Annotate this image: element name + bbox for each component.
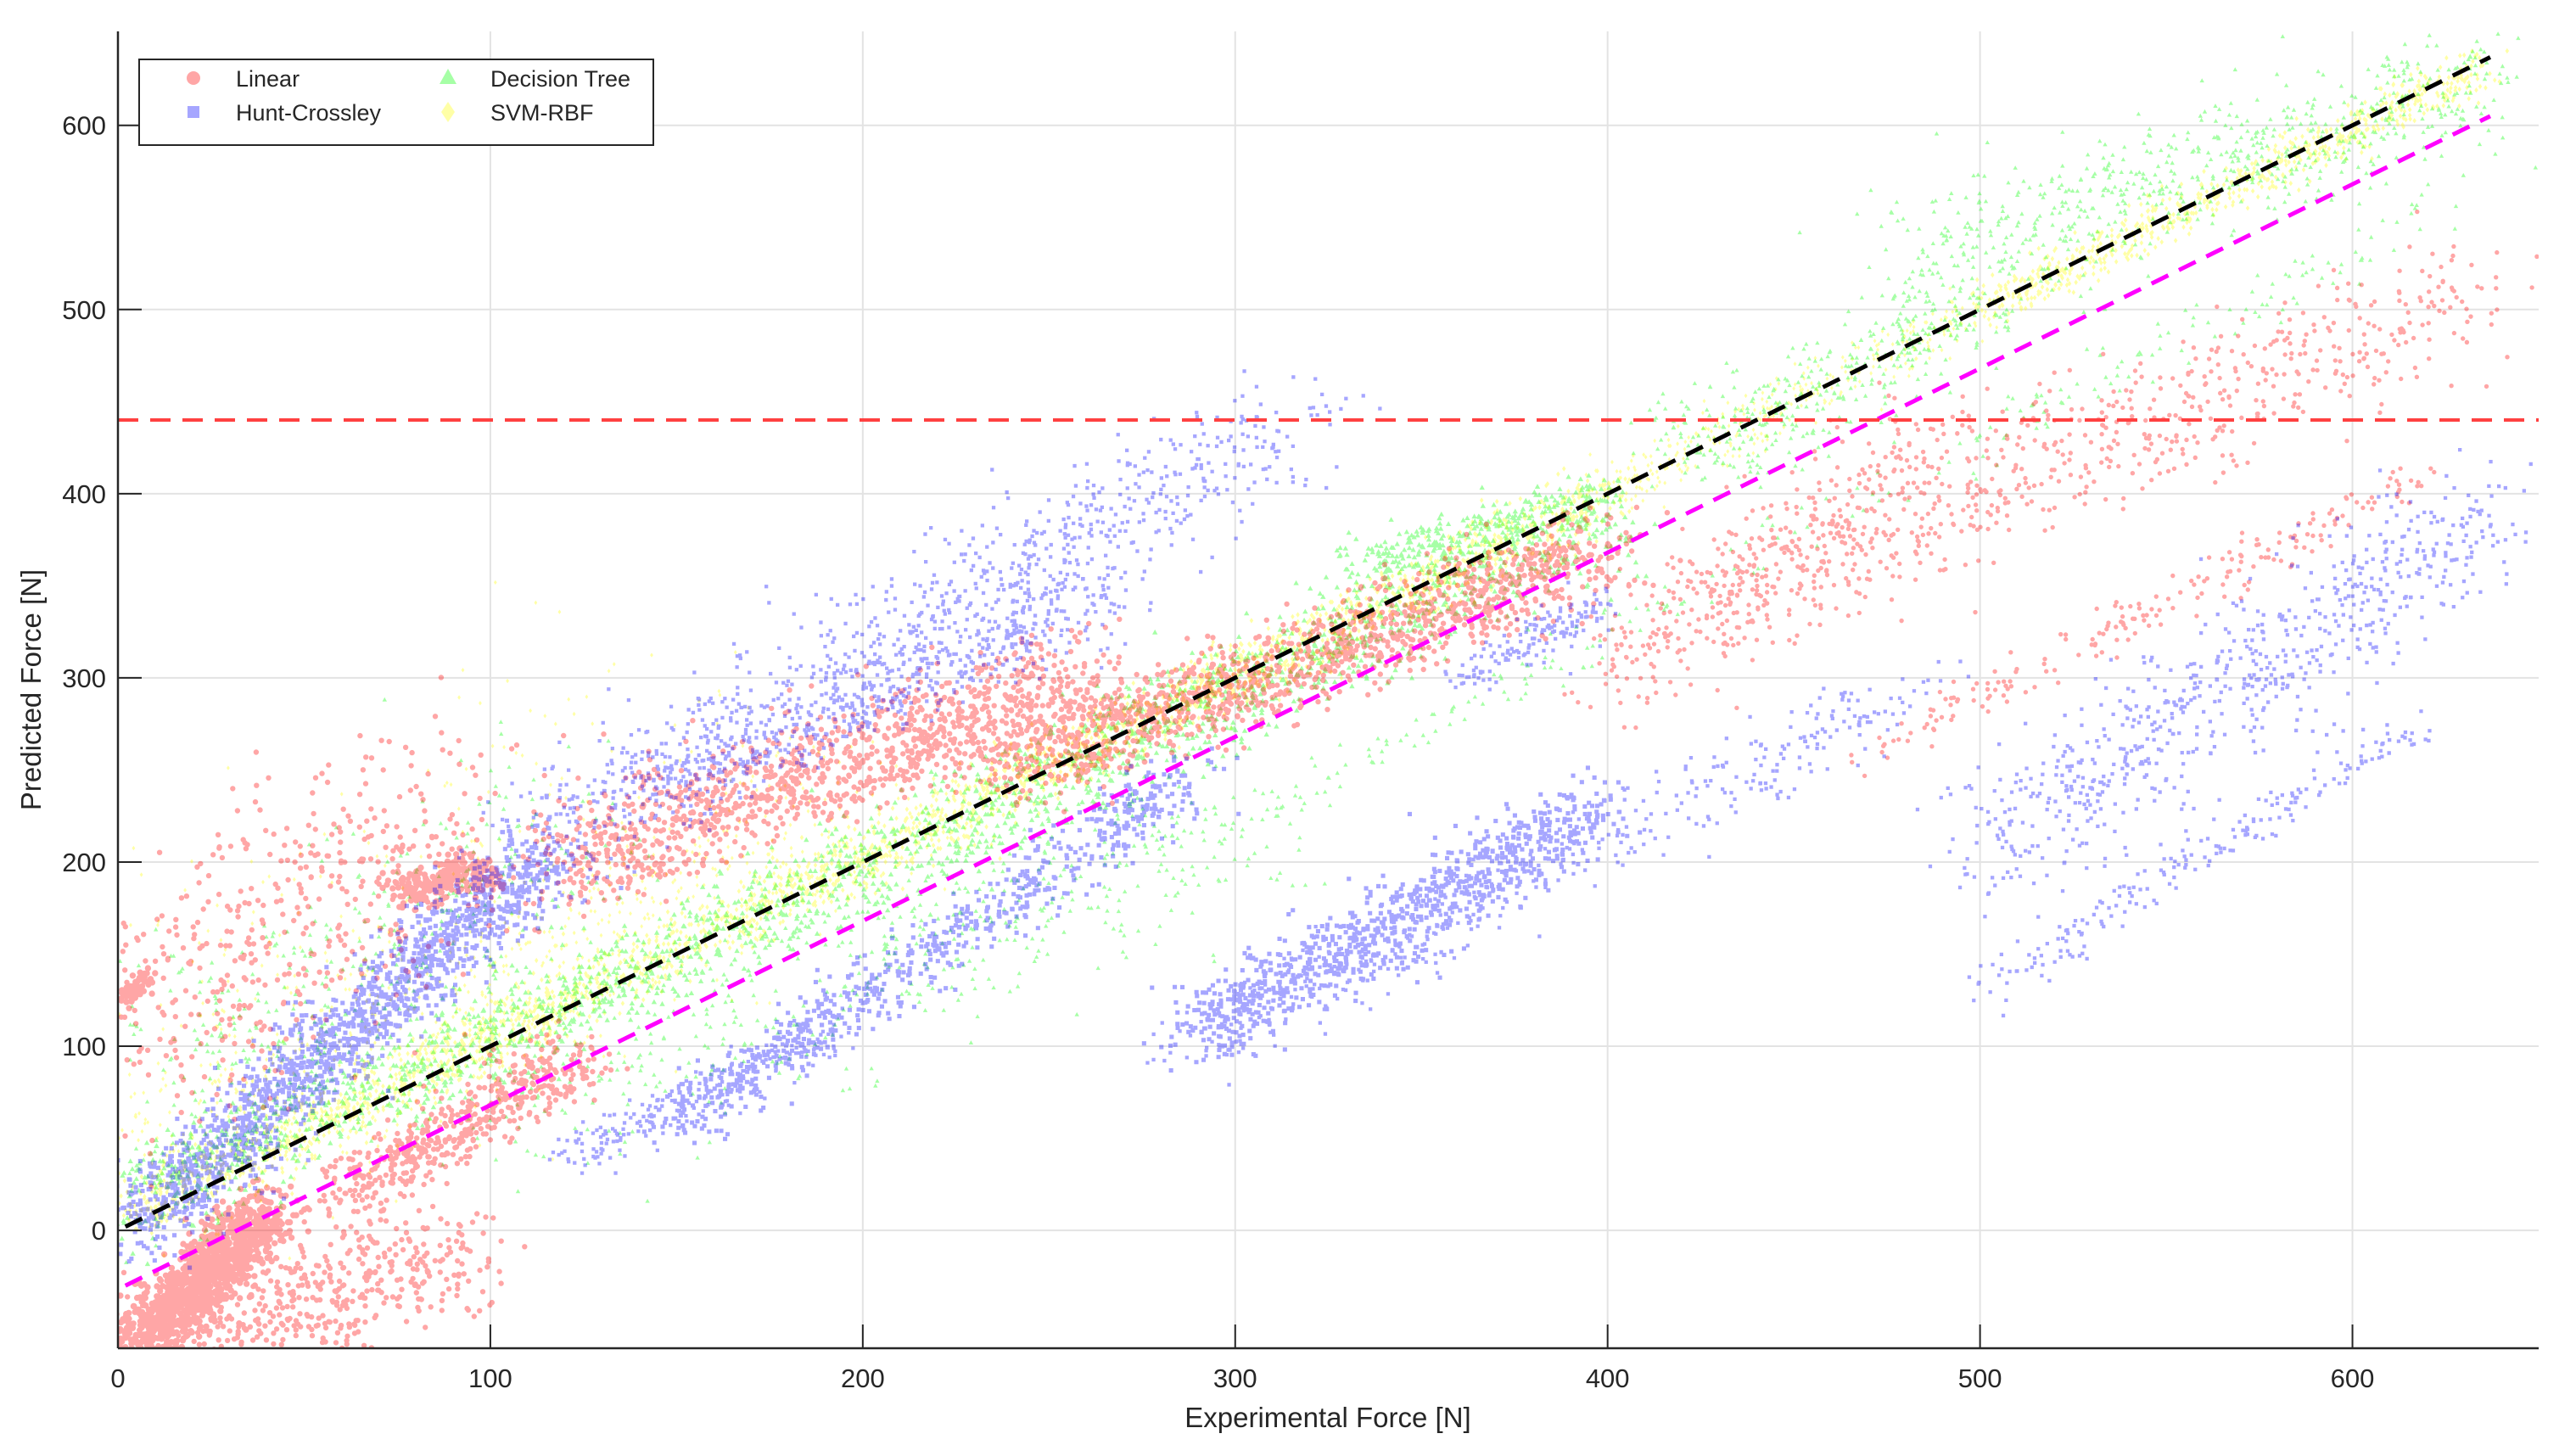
scatter-points <box>118 31 2539 1348</box>
reference-line <box>124 55 2492 1229</box>
legend-label: Linear <box>236 66 300 92</box>
y-tick-label: 600 <box>62 111 106 141</box>
x-tick-labels: 0 100 200 300 400 500 600 <box>110 1364 2374 1393</box>
grid-lines <box>117 31 2539 1348</box>
axes-frame <box>116 31 2539 1350</box>
series-svm-rbf <box>118 48 2510 1261</box>
x-tick-label: 200 <box>841 1364 885 1393</box>
legend-item-decision-tree: Decision Tree <box>440 66 630 92</box>
y-tick-label: 500 <box>62 295 106 325</box>
legend-label: Hunt-Crossley <box>236 100 382 126</box>
x-tick-label: 100 <box>468 1364 512 1393</box>
x-axis-label: Experimental Force [N] <box>1184 1402 1471 1433</box>
series-markers <box>118 48 2510 1261</box>
triangle-marker-icon <box>440 69 456 84</box>
y-tick-labels: 0 100 200 300 400 500 600 <box>62 111 106 1246</box>
y-tick-label: 100 <box>62 1032 106 1061</box>
x-tick-label: 400 <box>1586 1364 1630 1393</box>
circle-marker-icon <box>187 71 200 85</box>
legend-label: Decision Tree <box>490 66 630 92</box>
x-tick-label: 500 <box>1958 1364 2002 1393</box>
legend: Linear Hunt-Crossley Decision Tree SVM-RBF <box>138 59 654 146</box>
diamond-marker-icon <box>441 102 455 122</box>
legend-label: SVM-RBF <box>490 100 594 126</box>
legend-box <box>138 59 654 146</box>
reference-line <box>124 114 2492 1288</box>
reference-lines <box>118 55 2539 1288</box>
x-tick-label: 0 <box>110 1364 125 1393</box>
legend-item-svm-rbf: SVM-RBF <box>441 100 594 126</box>
x-tick-label: 300 <box>1213 1364 1257 1393</box>
y-tick-label: 0 <box>92 1216 106 1246</box>
x-tick-label: 600 <box>2331 1364 2375 1393</box>
y-axis-label: Predicted Force [N] <box>15 568 47 811</box>
y-tick-label: 400 <box>62 479 106 509</box>
legend-item-linear: Linear <box>187 66 300 92</box>
y-tick-label: 300 <box>62 664 106 693</box>
legend-item-hunt-crossley: Hunt-Crossley <box>188 100 382 126</box>
y-tick-label: 200 <box>62 848 106 877</box>
square-marker-icon <box>188 106 199 118</box>
